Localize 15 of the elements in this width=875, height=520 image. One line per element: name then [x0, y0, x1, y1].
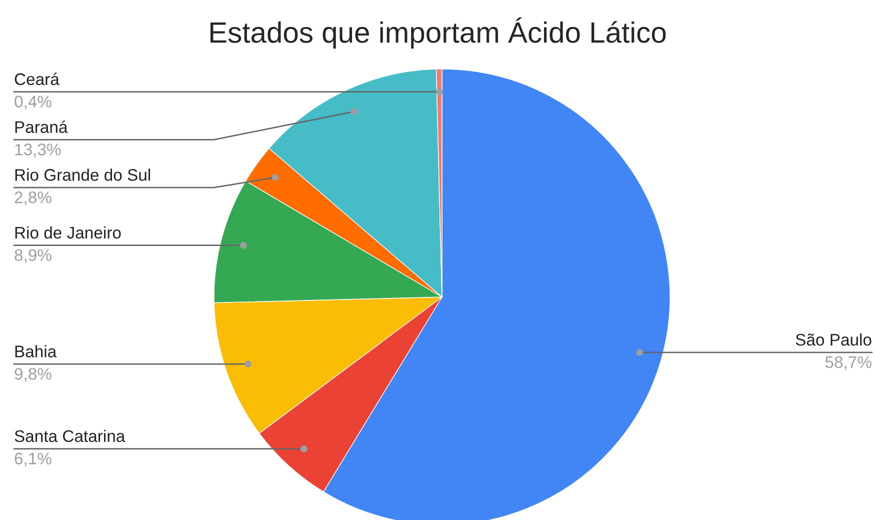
- slice-label: São Paulo: [796, 333, 872, 346]
- data-label: 6,1%: [14, 452, 52, 466]
- slice-label: Rio Grande do Sul: [15, 168, 150, 181]
- slice-label: Ceará: [14, 72, 60, 86]
- data-label: 2,8%: [14, 191, 52, 206]
- data-label: 13,3%: [15, 144, 61, 158]
- slice-label: Santa Catarina: [14, 430, 126, 442]
- data-label: 9,8%: [14, 368, 52, 382]
- slice-label: Rio de Janeiro: [15, 226, 121, 239]
- slice-label: Paraná: [15, 120, 68, 133]
- data-label: 0,4%: [14, 96, 52, 110]
- slice-label: Bahia: [15, 345, 57, 358]
- data-label: 8,9%: [14, 249, 52, 263]
- data-label: 58,7%: [825, 356, 872, 370]
- chart-title: Estados que importam Ácido Lático: [210, 17, 666, 49]
